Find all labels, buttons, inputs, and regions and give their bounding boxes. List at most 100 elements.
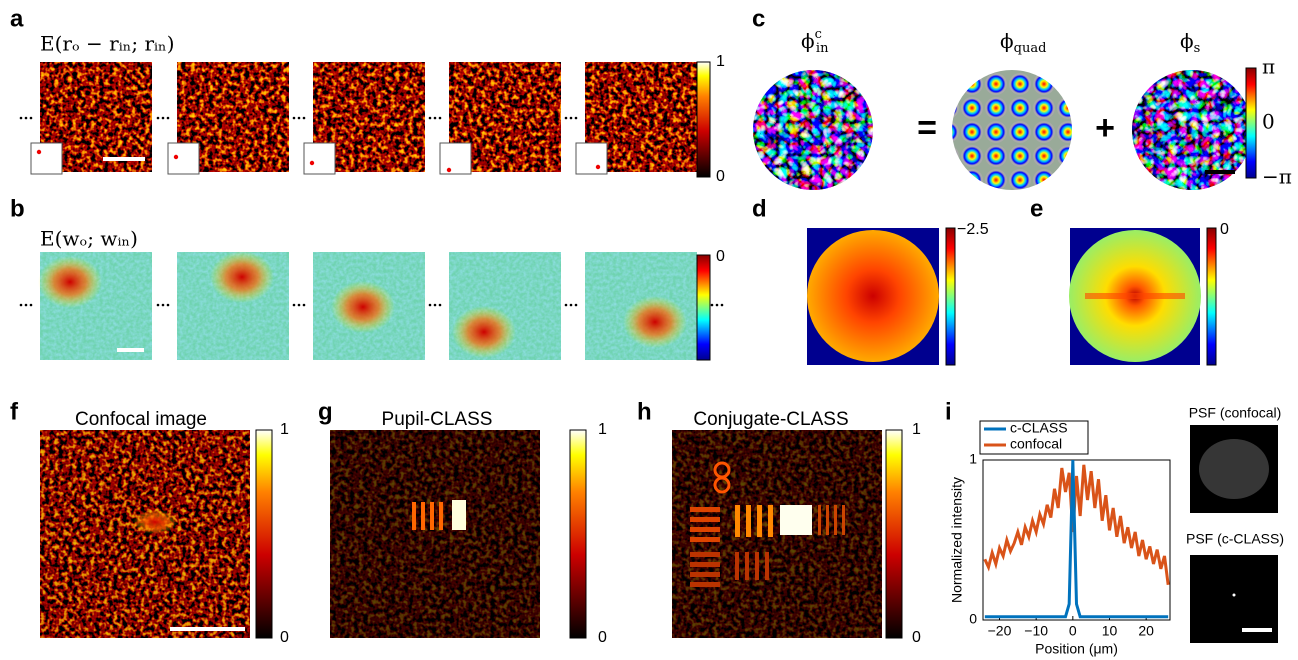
colorbar [1207,228,1216,365]
colorbar-label: 0 [1262,110,1275,134]
psf-title: PSF (c-CLASS) [1186,531,1284,547]
spectrum-blob [210,251,274,303]
phase-label: ϕs [1180,29,1200,56]
bar-target [412,502,416,530]
position-inset [576,143,607,174]
phase-noise [753,70,873,190]
position-dot [310,161,314,165]
x-tick-label: −10 [1024,623,1048,639]
ellipsis-dot [162,304,165,307]
spectrum-blob [452,306,516,358]
scale-bar [103,157,145,161]
position-dot [174,155,178,159]
position-dot [596,165,600,169]
ellipsis-dot [434,117,437,120]
ellipsis-dot [303,117,306,120]
panel-title: E(rₒ − rᵢₙ; rᵢₙ) [40,32,175,56]
ellipsis-dot [298,304,301,307]
bar-target [690,537,720,542]
legend-label: c-CLASS [1010,420,1068,436]
ellipsis-dot [434,304,437,307]
phase-sub: s [1194,41,1201,56]
ellipsis-dot [575,304,578,307]
ellipsis-dot [711,304,714,307]
scale-bar [117,348,144,352]
spectrum-blob [331,281,395,333]
position-dot [447,168,451,172]
panel-label: d [752,195,767,222]
colorbar-label: −2.5 [957,221,989,238]
x-tick-label: 0 [1069,623,1077,639]
panel-label: h [637,398,652,425]
figure: aE(rₒ − rᵢₙ; rᵢₙ)10bE(wₒ; wᵢₙ)0cϕcinϕqua… [0,0,1298,660]
bar-target [690,552,720,557]
colorbar [886,430,902,638]
ellipsis-dot [167,117,170,120]
ellipsis-dot [25,117,28,120]
colorbar [1246,68,1256,178]
bar-target [745,552,749,580]
panel-label: a [10,5,24,32]
phase-map [952,70,1072,190]
bar-target [755,552,759,580]
colorbar-label: 0 [598,629,607,646]
psf-glow [1199,439,1269,499]
panel-label: g [318,398,333,425]
ellipsis-dot [162,117,165,120]
ellipsis-dot [429,304,432,307]
position-inset [440,143,471,174]
panel-title: Confocal image [75,409,207,430]
psf-point [1233,594,1236,597]
colorbar [256,430,272,638]
bar-target [768,505,773,537]
position-inset [31,143,62,174]
phase-symbol: ϕ [1000,29,1014,53]
bar-target [834,505,837,535]
colorbar-label: 1 [716,53,725,70]
ellipsis-dot [570,117,573,120]
image-noise [330,430,540,638]
ellipsis-dot [575,117,578,120]
scale-bar [1242,628,1272,632]
colorbar-label: 0 [912,629,921,646]
ellipsis-dot [721,304,724,307]
ellipsis-dot [157,304,160,307]
bar-target [690,527,720,532]
colorbar-label: 0 [716,168,725,185]
y-tick-label: 1 [969,451,977,467]
bar-target [818,505,821,535]
ellipsis-dot [167,304,170,307]
ellipsis-dot [293,304,296,307]
ellipsis-dot [20,304,23,307]
image-noise [672,430,882,638]
pupil-cross [1085,293,1185,299]
colorbar-label: 0 [1220,221,1229,238]
ellipsis-dot [429,117,432,120]
ellipsis-dot [30,304,33,307]
ellipsis-dot [30,117,33,120]
phase-symbol: ϕ [801,29,815,53]
colorbar-label: 1 [912,421,921,438]
bar-target [690,562,720,567]
spectrum-blob [38,256,102,308]
colorbar-label: −π [1262,165,1292,189]
x-tick-label: −20 [988,623,1012,639]
ellipsis-dot [565,117,568,120]
position-inset [304,143,335,174]
ellipsis-dot [565,304,568,307]
colorbar [946,228,955,365]
phase-symbol: ϕ [1180,29,1194,53]
phase-label: ϕquad [1000,29,1046,56]
colorbar-label: 1 [598,421,607,438]
panel-title: Pupil-CLASS [382,409,493,430]
colorbar-label: 0 [716,248,725,265]
ellipsis-dot [293,117,296,120]
panel-label: f [10,398,19,425]
scale-bar [170,627,245,631]
ellipsis-dot [157,117,160,120]
colorbar-label: π [1262,55,1275,79]
bar-target [452,500,466,530]
x-axis-label: Position (μm) [1035,641,1118,657]
ellipsis-dot [298,117,301,120]
